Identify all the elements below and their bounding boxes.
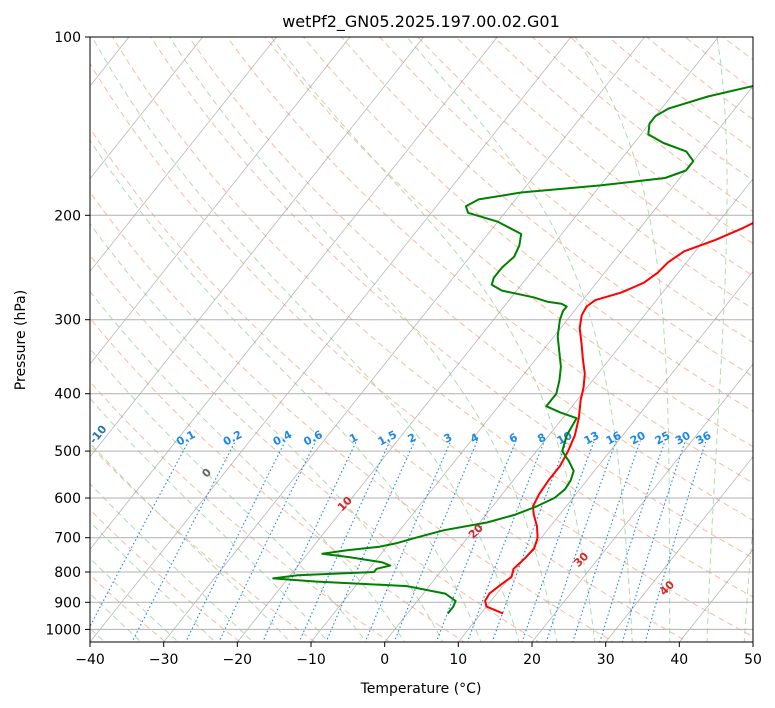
dry-adiabat bbox=[531, 37, 753, 213]
x-tick-label: 0 bbox=[380, 652, 389, 668]
moist-adiabat bbox=[90, 290, 406, 642]
mixing-ratio-label: 10 bbox=[555, 429, 575, 448]
x-tick-label: 20 bbox=[523, 652, 541, 668]
dry-adiabat bbox=[302, 37, 753, 412]
isotherm bbox=[90, 37, 277, 273]
mixing-ratio-line bbox=[644, 440, 707, 642]
moist-adiabat bbox=[91, 37, 520, 642]
dry-adiabat bbox=[90, 127, 690, 642]
x-tick-label: −30 bbox=[149, 652, 179, 668]
dewpoint-profile bbox=[272, 84, 753, 615]
mixing-ratio-line bbox=[393, 440, 478, 642]
isotherm bbox=[605, 456, 753, 642]
isotherm bbox=[163, 37, 646, 642]
mixing-ratio-label: 16 bbox=[604, 429, 624, 448]
dry-adiabat bbox=[417, 37, 753, 310]
plot-frame bbox=[89, 36, 754, 643]
isotherm bbox=[531, 363, 753, 642]
mixing-ratio-line bbox=[218, 440, 317, 642]
dry-adiabat bbox=[607, 37, 753, 151]
x-tick-label: −40 bbox=[75, 652, 105, 668]
y-tick-label: 300 bbox=[54, 313, 81, 329]
moist-adiabat bbox=[90, 348, 367, 642]
y-tick-label: 1000 bbox=[45, 622, 81, 638]
isotherm bbox=[90, 37, 204, 180]
moist-adiabat bbox=[90, 521, 216, 642]
y-tick-label: 100 bbox=[54, 30, 81, 46]
mixing-ratio-label: 20 bbox=[628, 429, 648, 448]
y-tick-label: 600 bbox=[54, 491, 81, 507]
moist-adiabat bbox=[90, 139, 482, 642]
dry-adiabat bbox=[112, 37, 753, 598]
dry-adiabat bbox=[150, 37, 753, 559]
dry-adiabat bbox=[493, 37, 753, 245]
moist-adiabat bbox=[90, 482, 254, 642]
moist-adiabat bbox=[169, 37, 558, 642]
dry-adiabat bbox=[90, 380, 391, 642]
x-tick-label: −10 bbox=[296, 652, 326, 668]
mixing-ratio-line bbox=[262, 440, 358, 642]
mixing-ratio-line bbox=[621, 440, 686, 642]
mixing-ratio-line bbox=[90, 440, 190, 628]
x-tick-label: −20 bbox=[223, 652, 253, 668]
mixing-ratio-line bbox=[599, 440, 666, 642]
mixing-ratio-label: 13 bbox=[582, 429, 602, 448]
isotherm bbox=[384, 178, 753, 642]
moist-adiabat bbox=[90, 397, 329, 642]
moist-adiabat bbox=[574, 37, 671, 642]
dry-adiabat bbox=[90, 191, 615, 642]
dry-adiabat bbox=[646, 37, 753, 120]
isotherm bbox=[90, 37, 351, 365]
y-tick-label: 400 bbox=[54, 387, 81, 403]
y-tick-label: 900 bbox=[54, 595, 81, 611]
moist-adiabat bbox=[90, 222, 444, 642]
mixing-ratio-label: 36 bbox=[694, 429, 714, 448]
y-tick-label: 700 bbox=[54, 531, 81, 547]
moist-adiabat bbox=[90, 592, 142, 642]
isotherm bbox=[90, 37, 572, 642]
dry-adiabat bbox=[90, 317, 466, 642]
dry-adiabat bbox=[264, 37, 753, 448]
chart-title: wetPf2_GN05.2025.197.00.02.G01 bbox=[282, 12, 560, 32]
x-tick-label: 30 bbox=[597, 652, 615, 668]
moist-adiabat bbox=[270, 37, 596, 642]
x-axis-title: Temperature (°C) bbox=[360, 681, 482, 697]
dry-adiabat bbox=[90, 62, 753, 638]
dry-adiabat bbox=[188, 37, 753, 521]
mixing-ratio-line bbox=[521, 440, 595, 642]
isotherm bbox=[90, 37, 425, 458]
isotherm bbox=[90, 37, 498, 550]
mixing-ratio-label: 30 bbox=[673, 429, 693, 448]
mixing-ratio-line bbox=[572, 440, 641, 642]
mixing-ratio-label: 25 bbox=[653, 429, 673, 448]
dry-adiabat bbox=[379, 37, 753, 343]
dry-adiabat bbox=[455, 37, 753, 277]
y-tick-label: 200 bbox=[54, 208, 81, 224]
moist-adiabat bbox=[90, 557, 179, 642]
dry-adiabat bbox=[340, 37, 753, 378]
dry-adiabat bbox=[569, 37, 753, 182]
x-tick-label: 40 bbox=[670, 652, 688, 668]
moist-adiabat bbox=[743, 521, 753, 642]
dry-adiabat bbox=[226, 37, 753, 484]
mixing-ratio-line bbox=[364, 440, 452, 642]
mixing-ratio-line bbox=[298, 440, 391, 642]
dry-adiabat bbox=[90, 444, 316, 642]
temperature-profile bbox=[484, 221, 753, 615]
dry-adiabat bbox=[90, 254, 540, 642]
y-tick-label: 500 bbox=[54, 444, 81, 460]
x-tick-label: 50 bbox=[744, 652, 762, 668]
mixing-ratio-line bbox=[491, 440, 568, 642]
y-tick-label: 800 bbox=[54, 565, 81, 581]
moist-adiabat bbox=[90, 442, 291, 642]
moist-adiabat bbox=[706, 37, 728, 642]
y-axis-title: Pressure (hPa) bbox=[13, 290, 29, 390]
x-tick-label: 10 bbox=[449, 652, 467, 668]
mixing-ratio-line bbox=[545, 440, 617, 642]
